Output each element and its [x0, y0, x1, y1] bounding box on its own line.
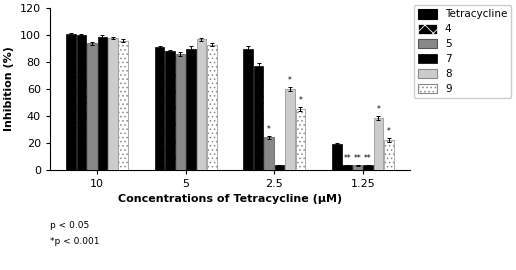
Text: *: * — [267, 125, 271, 134]
Bar — [254, 66, 263, 170]
Bar — [374, 119, 383, 170]
Bar — [353, 166, 362, 170]
Legend: Tetracycline, 4, 5, 7, 8, 9: Tetracycline, 4, 5, 7, 8, 9 — [414, 5, 511, 98]
Bar — [244, 49, 253, 170]
Bar — [155, 47, 165, 170]
Text: p < 0.05: p < 0.05 — [50, 221, 89, 230]
Bar — [165, 51, 175, 170]
Bar — [98, 36, 107, 170]
Bar — [197, 39, 206, 170]
Text: *p < 0.001: *p < 0.001 — [50, 237, 100, 246]
X-axis label: Concentrations of Tetracycline (μM): Concentrations of Tetracycline (μM) — [118, 194, 342, 204]
Text: **: ** — [343, 154, 351, 163]
Bar — [264, 137, 274, 170]
Bar — [175, 54, 185, 170]
Bar — [285, 89, 295, 170]
Bar — [384, 140, 394, 170]
Text: **: ** — [364, 154, 372, 163]
Bar — [207, 45, 217, 170]
Bar — [118, 40, 128, 170]
Bar — [108, 38, 118, 170]
Bar — [66, 34, 76, 170]
Bar — [363, 166, 373, 170]
Bar — [275, 166, 284, 170]
Text: *: * — [298, 96, 302, 105]
Bar — [186, 49, 196, 170]
Bar — [87, 43, 96, 170]
Text: *: * — [288, 76, 292, 85]
Text: *: * — [377, 106, 380, 114]
Bar — [332, 144, 342, 170]
Bar — [296, 109, 305, 170]
Text: **: ** — [354, 154, 362, 163]
Text: *: * — [387, 127, 391, 136]
Bar — [343, 166, 352, 170]
Bar — [77, 35, 86, 170]
Y-axis label: Inhibition (%): Inhibition (%) — [4, 46, 14, 131]
